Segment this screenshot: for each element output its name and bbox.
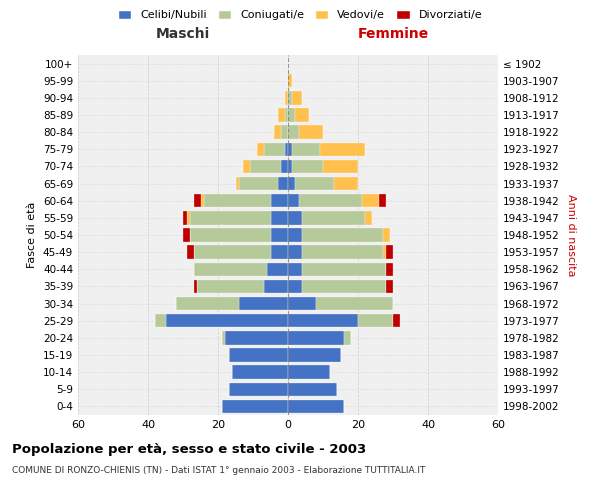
- Bar: [288, 314, 358, 328]
- Bar: [239, 297, 288, 310]
- Bar: [288, 74, 292, 88]
- Bar: [271, 194, 288, 207]
- Bar: [288, 211, 302, 224]
- Bar: [288, 194, 299, 207]
- Bar: [183, 211, 187, 224]
- Bar: [263, 280, 288, 293]
- Bar: [204, 194, 271, 207]
- Bar: [274, 126, 281, 139]
- Bar: [187, 246, 193, 259]
- Bar: [271, 228, 288, 241]
- Bar: [302, 246, 383, 259]
- Bar: [288, 228, 302, 241]
- Bar: [263, 142, 284, 156]
- Bar: [183, 228, 190, 241]
- Bar: [292, 160, 323, 173]
- Bar: [383, 246, 386, 259]
- Bar: [292, 91, 302, 104]
- Bar: [229, 382, 288, 396]
- Bar: [277, 108, 284, 122]
- Text: Popolazione per età, sesso e stato civile - 2003: Popolazione per età, sesso e stato civil…: [12, 442, 366, 456]
- Bar: [288, 246, 302, 259]
- Bar: [257, 142, 263, 156]
- Bar: [302, 262, 386, 276]
- Text: Maschi: Maschi: [156, 28, 210, 42]
- Bar: [288, 280, 302, 293]
- Bar: [288, 297, 316, 310]
- Bar: [200, 194, 204, 207]
- Bar: [302, 228, 383, 241]
- Bar: [267, 262, 288, 276]
- Bar: [288, 400, 344, 413]
- Bar: [277, 177, 288, 190]
- Bar: [299, 194, 361, 207]
- Bar: [190, 211, 271, 224]
- Bar: [288, 126, 299, 139]
- Bar: [302, 280, 386, 293]
- Bar: [288, 177, 295, 190]
- Bar: [295, 177, 334, 190]
- Bar: [155, 314, 166, 328]
- Bar: [288, 108, 295, 122]
- Bar: [197, 280, 263, 293]
- Bar: [361, 194, 379, 207]
- Y-axis label: Fasce di età: Fasce di età: [28, 202, 37, 268]
- Bar: [302, 211, 365, 224]
- Bar: [176, 297, 239, 310]
- Bar: [288, 331, 344, 344]
- Bar: [323, 160, 358, 173]
- Bar: [386, 262, 393, 276]
- Bar: [284, 142, 288, 156]
- Text: Femmine: Femmine: [358, 28, 428, 42]
- Bar: [193, 194, 200, 207]
- Text: COMUNE DI RONZO-CHIENIS (TN) - Dati ISTAT 1° gennaio 2003 - Elaborazione TUTTITA: COMUNE DI RONZO-CHIENIS (TN) - Dati ISTA…: [12, 466, 425, 475]
- Bar: [190, 228, 271, 241]
- Bar: [281, 160, 288, 173]
- Bar: [393, 314, 400, 328]
- Bar: [288, 382, 337, 396]
- Bar: [193, 246, 271, 259]
- Bar: [271, 246, 288, 259]
- Bar: [193, 262, 267, 276]
- Bar: [187, 211, 190, 224]
- Bar: [334, 177, 358, 190]
- Bar: [358, 314, 393, 328]
- Bar: [288, 348, 341, 362]
- Bar: [299, 126, 323, 139]
- Bar: [288, 262, 302, 276]
- Bar: [271, 211, 288, 224]
- Bar: [383, 228, 389, 241]
- Bar: [229, 348, 288, 362]
- Bar: [250, 160, 281, 173]
- Bar: [292, 142, 320, 156]
- Bar: [365, 211, 372, 224]
- Bar: [316, 297, 393, 310]
- Bar: [284, 108, 288, 122]
- Bar: [221, 331, 225, 344]
- Bar: [386, 280, 393, 293]
- Bar: [239, 177, 277, 190]
- Bar: [288, 91, 292, 104]
- Bar: [344, 331, 351, 344]
- Bar: [288, 160, 292, 173]
- Bar: [235, 177, 239, 190]
- Bar: [295, 108, 309, 122]
- Bar: [320, 142, 365, 156]
- Bar: [221, 400, 288, 413]
- Bar: [386, 246, 393, 259]
- Bar: [281, 126, 288, 139]
- Bar: [232, 366, 288, 379]
- Y-axis label: Anni di nascita: Anni di nascita: [566, 194, 576, 276]
- Bar: [379, 194, 386, 207]
- Bar: [166, 314, 288, 328]
- Bar: [242, 160, 250, 173]
- Bar: [284, 91, 288, 104]
- Legend: Celibi/Nubili, Coniugati/e, Vedovi/e, Divorziati/e: Celibi/Nubili, Coniugati/e, Vedovi/e, Di…: [113, 6, 487, 25]
- Bar: [193, 280, 197, 293]
- Bar: [288, 142, 292, 156]
- Bar: [225, 331, 288, 344]
- Bar: [288, 366, 330, 379]
